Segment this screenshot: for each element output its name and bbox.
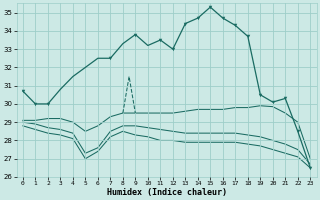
X-axis label: Humidex (Indice chaleur): Humidex (Indice chaleur)	[107, 188, 227, 197]
